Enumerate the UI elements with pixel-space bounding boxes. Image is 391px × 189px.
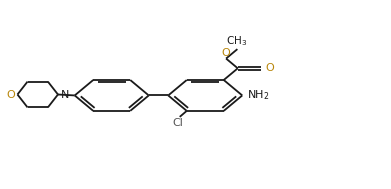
Text: Cl: Cl [172,118,183,128]
Text: O: O [265,63,274,73]
Text: O: O [222,48,230,58]
Text: CH$_3$: CH$_3$ [226,34,247,48]
Text: N: N [61,90,69,99]
Text: O: O [6,90,15,99]
Text: NH$_2$: NH$_2$ [247,88,269,102]
